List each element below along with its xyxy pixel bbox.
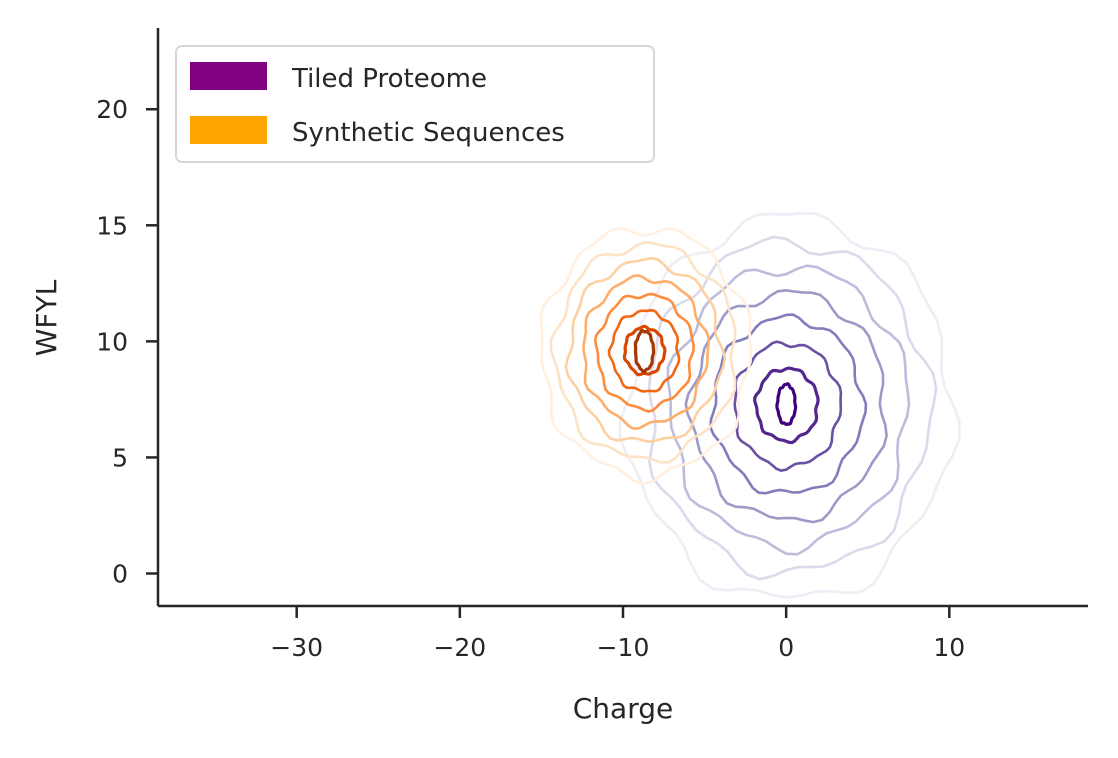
- contour-level-8: [775, 382, 798, 426]
- x-ticks: −30 −20 −10 0 10: [270, 606, 965, 662]
- legend-label-synthetic-sequences: Synthetic Sequences: [292, 118, 565, 148]
- contour-level-6: [733, 340, 843, 473]
- y-axis-label: WFYL: [30, 279, 63, 356]
- contour-level-2: [647, 235, 938, 581]
- contour-level-1: [539, 226, 753, 486]
- x-axis-label: Charge: [573, 692, 673, 725]
- contour-level-3: [666, 264, 911, 556]
- legend-swatch-synthetic-sequences: [190, 116, 267, 144]
- legend-label-tiled-proteome: Tiled Proteome: [291, 64, 487, 94]
- contour-level-4: [582, 274, 710, 430]
- contour-level-8: [633, 329, 656, 374]
- contour-level-6: [607, 308, 681, 393]
- x-tick-label: −20: [433, 633, 486, 662]
- contour-level-5: [593, 292, 696, 413]
- contour-level-7: [622, 324, 667, 377]
- x-tick-label: −30: [270, 633, 323, 662]
- x-tick-label: 10: [933, 633, 965, 662]
- legend-frame: [175, 45, 655, 163]
- contour-level-3: [564, 256, 727, 444]
- contour-level-4: [684, 288, 888, 524]
- synthetic-sequences-contours: [539, 226, 753, 486]
- x-tick-label: −10: [597, 633, 650, 662]
- y-tick-label: 0: [112, 560, 128, 589]
- legend-swatch-tiled-proteome: [190, 62, 267, 90]
- y-tick-label: 15: [96, 211, 128, 240]
- y-tick-label: 5: [112, 443, 128, 472]
- y-tick-label: 10: [96, 327, 128, 356]
- contour-level-5: [709, 313, 868, 495]
- contour-level-2: [549, 241, 737, 464]
- x-tick-label: 0: [778, 633, 794, 662]
- contour-level-7: [753, 366, 820, 445]
- y-tick-label: 20: [96, 95, 128, 124]
- y-ticks: 0 5 10 15 20: [96, 95, 158, 589]
- legend: Tiled Proteome Synthetic Sequences: [175, 45, 655, 163]
